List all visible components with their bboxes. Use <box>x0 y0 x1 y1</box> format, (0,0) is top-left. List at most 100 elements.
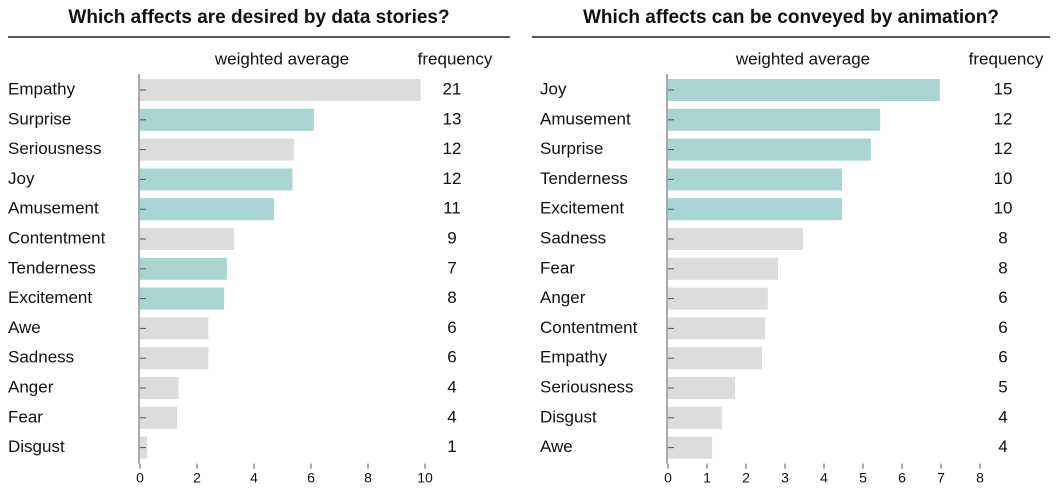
x-tick-label: 2 <box>742 469 750 485</box>
bar <box>668 228 803 250</box>
frequency-label: 21 <box>443 79 462 98</box>
x-tick-label: 4 <box>250 469 258 485</box>
frequency-label: 12 <box>443 139 462 158</box>
frequency-label: 12 <box>994 109 1013 128</box>
category-label: Excitement <box>540 199 624 218</box>
bar <box>140 108 314 131</box>
x-tick-label: 3 <box>781 469 789 485</box>
bar <box>140 317 209 340</box>
frequency-label: 12 <box>443 169 462 188</box>
frequency-label: 8 <box>447 288 456 307</box>
frequency-header: frequency <box>969 49 1044 68</box>
frequency-label: 1 <box>447 437 456 456</box>
bar <box>668 406 722 429</box>
category-label: Disgust <box>8 437 65 456</box>
bar <box>668 317 766 340</box>
frequency-label: 4 <box>447 407 456 426</box>
category-label: Empathy <box>540 348 608 367</box>
x-tick-label: 7 <box>937 469 945 485</box>
frequency-label: 7 <box>447 258 456 277</box>
x-tick-label: 10 <box>417 469 433 485</box>
frequency-label: 4 <box>998 407 1007 426</box>
frequency-label: 8 <box>998 228 1007 247</box>
frequency-label: 10 <box>994 169 1013 188</box>
category-label: Contentment <box>540 318 638 337</box>
bar <box>140 257 227 280</box>
panel-title: Which affects can be conveyed by animati… <box>583 7 999 28</box>
category-label: Fear <box>8 407 43 426</box>
x-axis-title: weighted average <box>735 49 870 68</box>
bar <box>668 168 842 191</box>
x-tick-label: 5 <box>859 469 867 485</box>
bar <box>668 79 940 101</box>
category-label: Seriousness <box>8 139 102 158</box>
x-tick-label: 6 <box>307 469 315 485</box>
category-label: Joy <box>540 79 567 98</box>
category-label: Tenderness <box>8 258 96 277</box>
category-label: Surprise <box>8 109 71 128</box>
frequency-label: 10 <box>994 199 1013 218</box>
category-label: Anger <box>540 288 586 307</box>
category-label: Sadness <box>540 228 606 247</box>
frequency-label: 9 <box>447 228 456 247</box>
x-tick-label: 4 <box>820 469 828 485</box>
frequency-label: 6 <box>447 348 456 367</box>
frequency-label: 6 <box>447 318 456 337</box>
category-label: Fear <box>540 258 575 277</box>
bar <box>140 79 421 101</box>
x-tick-label: 6 <box>898 469 906 485</box>
frequency-label: 15 <box>994 79 1013 98</box>
x-tick-label: 2 <box>193 469 201 485</box>
bar <box>668 287 768 310</box>
bar <box>668 347 762 370</box>
bar <box>668 198 842 221</box>
category-label: Awe <box>8 318 41 337</box>
category-label: Sadness <box>8 348 74 367</box>
bar <box>668 257 778 280</box>
bar <box>140 347 209 370</box>
frequency-label: 6 <box>998 288 1007 307</box>
frequency-label: 6 <box>998 348 1007 367</box>
bar <box>140 377 179 399</box>
category-label: Empathy <box>8 79 76 98</box>
bar <box>140 138 294 161</box>
frequency-label: 13 <box>443 109 462 128</box>
bar <box>668 138 871 161</box>
x-tick-label: 8 <box>364 469 372 485</box>
bar <box>668 436 713 459</box>
category-label: Tenderness <box>540 169 628 188</box>
bar <box>140 406 178 429</box>
category-label: Surprise <box>540 139 603 158</box>
frequency-label: 11 <box>443 199 461 218</box>
frequency-label: 12 <box>994 139 1013 158</box>
category-label: Seriousness <box>540 377 634 396</box>
category-label: Excitement <box>8 288 92 307</box>
x-tick-label: 8 <box>976 469 984 485</box>
panel-title: Which affects are desired by data storie… <box>68 7 449 28</box>
x-tick-label: 1 <box>703 469 711 485</box>
frequency-label: 4 <box>998 437 1007 456</box>
frequency-label: 6 <box>998 318 1007 337</box>
x-axis-title: weighted average <box>214 49 349 68</box>
category-label: Awe <box>540 437 573 456</box>
category-label: Disgust <box>540 407 597 426</box>
frequency-label: 5 <box>998 377 1007 396</box>
category-label: Amusement <box>8 199 99 218</box>
bar <box>668 377 736 399</box>
category-label: Joy <box>8 169 35 188</box>
category-label: Amusement <box>540 109 631 128</box>
bar <box>140 287 225 310</box>
category-label: Anger <box>8 377 54 396</box>
x-tick-label: 0 <box>664 469 672 485</box>
bar <box>668 108 881 131</box>
x-tick-label: 0 <box>136 469 144 485</box>
bar <box>140 228 235 250</box>
frequency-header: frequency <box>418 49 493 68</box>
bar <box>140 168 293 191</box>
frequency-label: 4 <box>447 377 456 396</box>
frequency-label: 8 <box>998 258 1007 277</box>
category-label: Contentment <box>8 228 106 247</box>
bar <box>140 198 274 221</box>
